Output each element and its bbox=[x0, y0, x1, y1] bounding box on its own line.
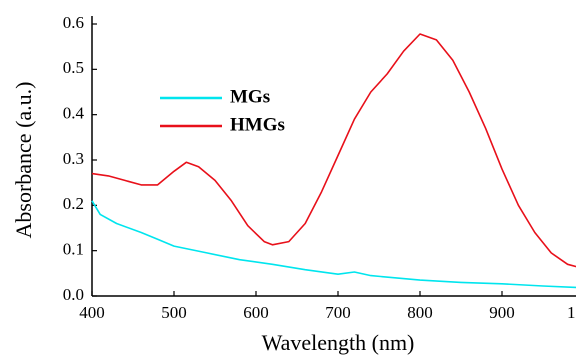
x-tick-label: 1000 bbox=[567, 303, 576, 322]
y-tick-label: 0.5 bbox=[63, 58, 84, 77]
y-tick-label: 0.6 bbox=[63, 13, 84, 32]
y-tick-label: 0.4 bbox=[63, 104, 85, 123]
x-tick-label: 900 bbox=[489, 303, 515, 322]
x-tick-label: 800 bbox=[407, 303, 433, 322]
x-tick-label: 500 bbox=[161, 303, 187, 322]
x-axis-title: Wavelength (nm) bbox=[262, 330, 415, 355]
x-tick-label: 400 bbox=[79, 303, 105, 322]
x-tick-label: 600 bbox=[243, 303, 269, 322]
series-line bbox=[91, 200, 576, 289]
y-tick-label: 0.3 bbox=[63, 149, 84, 168]
legend-label: HMGs bbox=[230, 114, 285, 135]
series-line bbox=[91, 33, 576, 268]
y-axis-title: Absorbance (a.u.) bbox=[11, 82, 36, 239]
y-tick-label: 0.2 bbox=[63, 194, 84, 213]
legend-label: MGs bbox=[230, 86, 270, 107]
y-tick-label: 0.0 bbox=[63, 285, 84, 304]
y-tick-label: 0.1 bbox=[63, 240, 84, 259]
x-tick-label: 700 bbox=[325, 303, 351, 322]
